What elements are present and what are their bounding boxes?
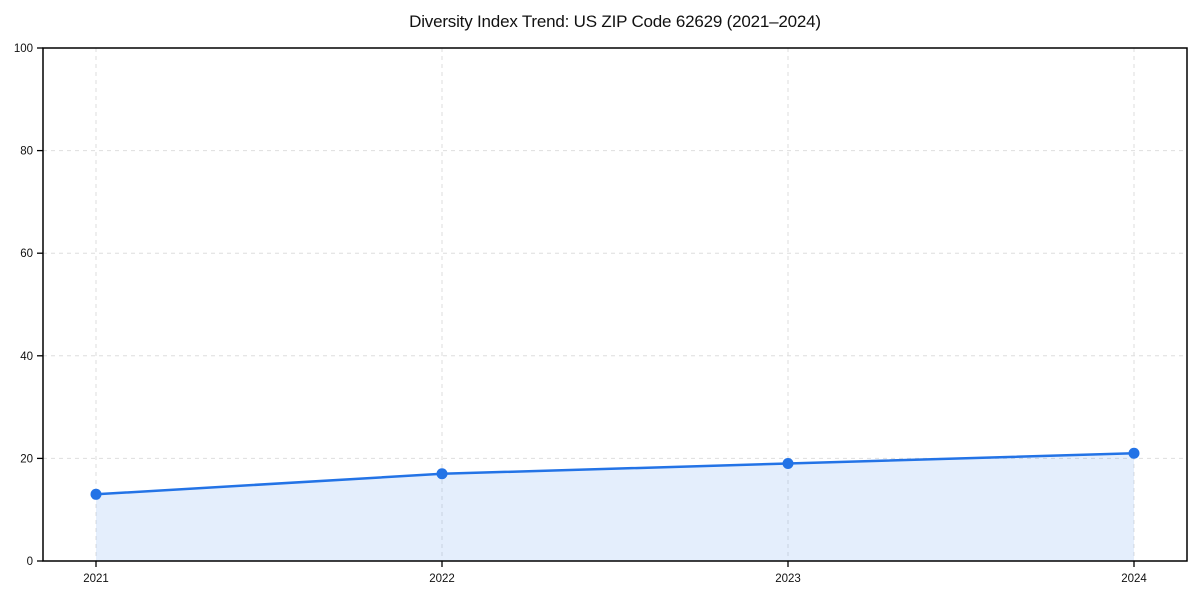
- y-axis-tick-label: 80: [20, 146, 33, 158]
- x-axis-tick-label: 2023: [775, 573, 801, 585]
- chart-title: Diversity Index Trend: US ZIP Code 62629…: [409, 12, 821, 31]
- data-point-2022: [436, 468, 448, 480]
- plot-border: [42, 47, 1188, 562]
- y-axis-tick-label: 100: [14, 43, 33, 55]
- y-axis-tick-label: 0: [27, 556, 33, 568]
- area-fill: [96, 453, 1134, 561]
- y-axis-tick-label: 40: [20, 351, 33, 363]
- data-point-2021: [90, 488, 102, 500]
- x-axis-tick-label: 2022: [429, 573, 455, 585]
- data-point-2024: [1128, 447, 1140, 459]
- x-axis-tick-label: 2024: [1121, 573, 1147, 585]
- trend-line: [94, 452, 1136, 496]
- y-axis-tick-label: 60: [20, 248, 33, 260]
- x-axis-tick-label: 2021: [83, 573, 109, 585]
- y-axis-tick-label: 20: [20, 453, 33, 465]
- data-point-2023: [782, 458, 794, 470]
